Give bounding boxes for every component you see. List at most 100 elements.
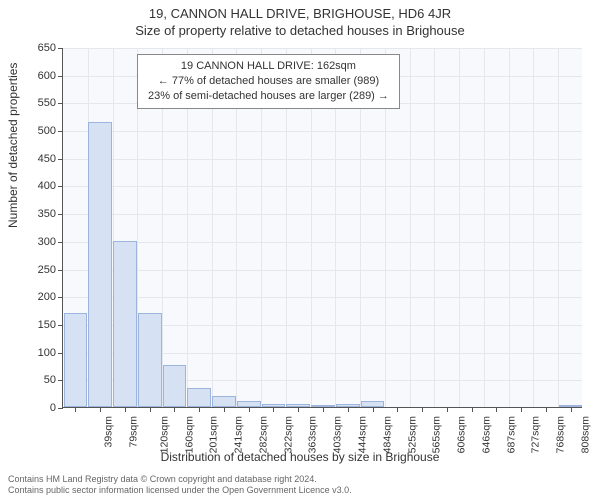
xtick-label: 160sqm	[183, 416, 195, 453]
xtick-label: 444sqm	[356, 416, 368, 453]
xtick-label: 39sqm	[103, 416, 115, 448]
ytick-label: 350	[0, 208, 56, 220]
xtick-mark	[174, 407, 175, 412]
ytick-label: 650	[0, 42, 56, 54]
xtick-label: 565sqm	[431, 416, 443, 453]
xtick-mark	[472, 407, 473, 412]
xtick-label: 606sqm	[455, 416, 467, 453]
histogram-bar	[113, 241, 137, 407]
xtick-label: 808sqm	[579, 416, 591, 453]
ytick-mark	[58, 242, 63, 243]
ytick-mark	[58, 186, 63, 187]
xtick-mark	[125, 407, 126, 412]
ytick-label: 600	[0, 70, 56, 82]
xtick-label: 768sqm	[554, 416, 566, 453]
gridline-h	[63, 214, 582, 215]
xtick-label: 241sqm	[233, 416, 245, 453]
xtick-mark	[298, 407, 299, 412]
gridline-v	[410, 48, 411, 407]
ytick-mark	[58, 297, 63, 298]
ytick-label: 300	[0, 236, 56, 248]
xtick-label: 79sqm	[128, 416, 140, 448]
xtick-mark	[447, 407, 448, 412]
info-line-1: 19 CANNON HALL DRIVE: 162sqm	[148, 59, 389, 74]
ytick-label: 200	[0, 291, 56, 303]
gridline-h	[63, 159, 582, 160]
chart-area: 19 CANNON HALL DRIVE: 162sqm ← 77% of de…	[62, 48, 582, 408]
ytick-label: 550	[0, 97, 56, 109]
ytick-mark	[58, 48, 63, 49]
info-box: 19 CANNON HALL DRIVE: 162sqm ← 77% of de…	[137, 54, 400, 109]
xtick-label: 322sqm	[282, 416, 294, 453]
xtick-label: 525sqm	[406, 416, 418, 453]
xtick-mark	[323, 407, 324, 412]
xtick-mark	[150, 407, 151, 412]
footer-line-1: Contains HM Land Registry data © Crown c…	[8, 474, 352, 485]
gridline-v	[509, 48, 510, 407]
ytick-mark	[58, 103, 63, 104]
xtick-mark	[348, 407, 349, 412]
xtick-mark	[496, 407, 497, 412]
gridline-v	[434, 48, 435, 407]
ytick-mark	[58, 325, 63, 326]
gridline-h	[63, 242, 582, 243]
ytick-mark	[58, 408, 63, 409]
xtick-label: 646sqm	[480, 416, 492, 453]
gridline-h	[63, 131, 582, 132]
ytick-mark	[58, 76, 63, 77]
xtick-label: 282sqm	[257, 416, 269, 453]
xtick-mark	[571, 407, 572, 412]
xtick-label: 201sqm	[208, 416, 220, 453]
page-subtitle: Size of property relative to detached ho…	[0, 21, 600, 38]
gridline-h	[63, 270, 582, 271]
ytick-mark	[58, 131, 63, 132]
ytick-mark	[58, 214, 63, 215]
histogram-bar	[88, 122, 112, 407]
ytick-mark	[58, 380, 63, 381]
ytick-mark	[58, 270, 63, 271]
xtick-mark	[249, 407, 250, 412]
xtick-mark	[199, 407, 200, 412]
xtick-mark	[273, 407, 274, 412]
xtick-mark	[75, 407, 76, 412]
xtick-label: 120sqm	[158, 416, 170, 453]
histogram-bar	[64, 313, 88, 407]
ytick-label: 150	[0, 319, 56, 331]
xtick-label: 727sqm	[530, 416, 542, 453]
xtick-label: 484sqm	[381, 416, 393, 453]
xtick-mark	[546, 407, 547, 412]
y-axis-label: Number of detached properties	[6, 63, 20, 228]
ytick-label: 500	[0, 125, 56, 137]
xtick-label: 687sqm	[505, 416, 517, 453]
ytick-label: 50	[0, 374, 56, 386]
ytick-label: 250	[0, 264, 56, 276]
gridline-h	[63, 186, 582, 187]
xtick-mark	[521, 407, 522, 412]
ytick-mark	[58, 353, 63, 354]
xtick-label: 363sqm	[307, 416, 319, 453]
histogram-bar	[187, 388, 211, 407]
xtick-mark	[397, 407, 398, 412]
footer-line-2: Contains public sector information licen…	[8, 485, 352, 496]
histogram-bar	[212, 396, 236, 407]
ytick-label: 450	[0, 153, 56, 165]
page-title: 19, CANNON HALL DRIVE, BRIGHOUSE, HD6 4J…	[0, 0, 600, 21]
ytick-mark	[58, 159, 63, 160]
gridline-v	[558, 48, 559, 407]
xtick-mark	[100, 407, 101, 412]
histogram-bar	[138, 313, 162, 407]
gridline-h	[63, 297, 582, 298]
xtick-mark	[224, 407, 225, 412]
gridline-v	[459, 48, 460, 407]
footer-attribution: Contains HM Land Registry data © Crown c…	[8, 474, 352, 497]
gridline-v	[533, 48, 534, 407]
xtick-mark	[373, 407, 374, 412]
gridline-v	[484, 48, 485, 407]
xtick-label: 403sqm	[332, 416, 344, 453]
info-line-2: ← 77% of detached houses are smaller (98…	[148, 74, 389, 89]
ytick-label: 100	[0, 347, 56, 359]
xtick-mark	[422, 407, 423, 412]
info-line-3: 23% of semi-detached houses are larger (…	[148, 89, 389, 104]
histogram-bar	[163, 365, 187, 407]
ytick-label: 0	[0, 402, 56, 414]
